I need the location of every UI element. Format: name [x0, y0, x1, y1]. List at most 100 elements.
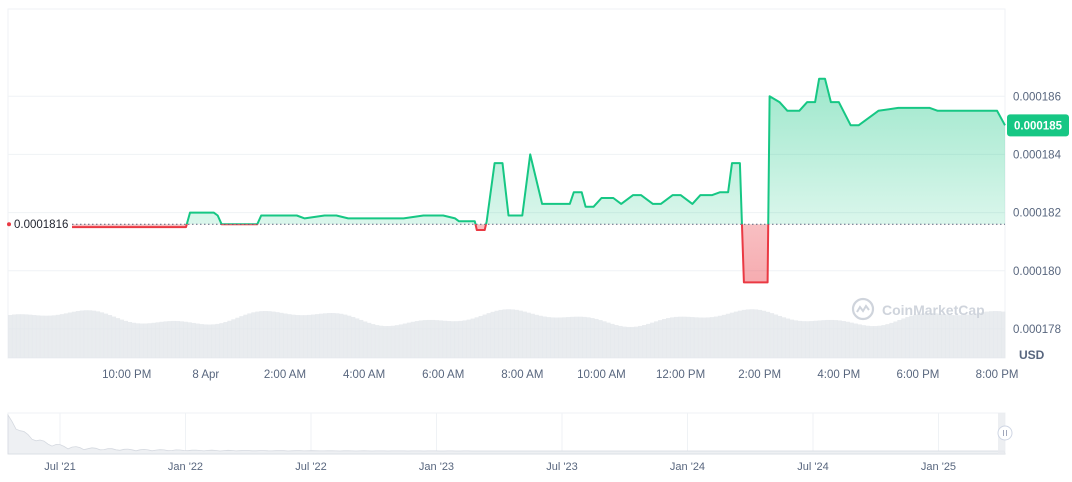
volume-bar [793, 320, 799, 358]
volume-bar [502, 309, 507, 358]
volume-bar [586, 317, 591, 358]
volume-bar [701, 317, 707, 358]
volume-bar [554, 317, 559, 358]
volume-bar [797, 320, 803, 358]
volume-bar [27, 314, 33, 358]
volume-bar [350, 316, 356, 358]
volume-bar [741, 309, 747, 358]
volume-bar [382, 326, 388, 358]
volume-bar [570, 316, 575, 358]
volume-bar [889, 322, 894, 358]
volume-bar [566, 317, 571, 358]
volume-bar [335, 313, 340, 358]
volume-bar [929, 313, 934, 358]
x-tick-label: 8:00 AM [501, 369, 543, 381]
volume-bar [905, 317, 910, 358]
volume-bar [693, 317, 699, 358]
volume-bar [111, 316, 117, 358]
volume-bar [339, 313, 344, 358]
y-tick-label: 0.000184 [1013, 149, 1062, 161]
x-tick-label: 2:00 PM [738, 369, 781, 381]
volume-bar [251, 312, 256, 358]
volume-bar [231, 319, 236, 358]
volume-bar [450, 321, 456, 358]
volume-bar [287, 314, 292, 358]
volume-bar [901, 318, 906, 358]
volume-bar [837, 320, 842, 358]
navigator-handle[interactable] [997, 425, 1013, 441]
x-tick-label: 4:00 PM [817, 369, 860, 381]
volume-bar [654, 321, 659, 358]
volume-bar [773, 314, 779, 358]
volume-bar [965, 314, 970, 358]
volume-bar [75, 311, 81, 358]
volume-bar [833, 320, 838, 358]
volume-bar [327, 313, 332, 358]
volume-bar [35, 315, 41, 358]
volume-bar [582, 316, 587, 358]
volume-bar [817, 320, 822, 358]
volume-bar [921, 313, 926, 358]
volume-bar [658, 320, 663, 358]
volume-bar [646, 323, 651, 358]
volume-bar [985, 311, 990, 358]
volume-bar [295, 315, 300, 358]
volume-bar [705, 317, 711, 358]
volume-bar [223, 322, 228, 358]
volume-bar [953, 315, 958, 358]
volume-bar [945, 314, 950, 358]
volume-bar [841, 321, 846, 358]
volume-bar [51, 315, 57, 358]
volume-bar [781, 317, 787, 358]
volume-bar [319, 313, 324, 358]
volume-bar [466, 319, 472, 358]
volume-bar [454, 321, 460, 358]
volume-bar [745, 309, 751, 358]
volume-bar [961, 315, 966, 358]
volume-bar [43, 315, 49, 358]
price-line [67, 77, 1006, 284]
volume-bar [725, 313, 731, 358]
range-navigator[interactable]: Jul '21 Jan '22 Jul '22 Jan '23 Jul '23 Jan '… [7, 412, 1013, 473]
volume-bar [123, 320, 129, 358]
volume-bar [279, 312, 284, 358]
volume-bar [23, 314, 29, 358]
volume-bar [199, 324, 204, 358]
navigator-handle-knob[interactable] [997, 425, 1013, 441]
volume-bar [526, 312, 531, 358]
volume-bar [590, 318, 595, 358]
volume-bar [139, 323, 144, 358]
volume-bar [426, 319, 432, 358]
volume-bar [857, 324, 862, 358]
volume-bar [897, 319, 902, 358]
volume-bar [422, 320, 428, 358]
volume-bar [462, 320, 468, 358]
x-tick-label: 4:00 AM [343, 369, 385, 381]
price-area [67, 78, 1005, 283]
volume-bar [662, 318, 667, 358]
volume-bar [159, 321, 164, 358]
navigator-grid [59, 413, 939, 454]
navigator-tick-label: Jan '23 [419, 461, 454, 473]
volume-bar [634, 326, 639, 358]
volume-bar [55, 314, 61, 358]
volume-bar [626, 326, 631, 358]
volume-bar [87, 310, 93, 358]
volume-bar [757, 309, 763, 358]
volume-bar [418, 320, 424, 358]
volume-bar [171, 320, 176, 358]
volume-bar [315, 314, 320, 358]
volume-bar [386, 326, 392, 358]
volume-bar [510, 309, 515, 358]
volume-bar [993, 311, 998, 358]
volume-bar [885, 324, 890, 358]
x-tick-label: 8:00 PM [976, 369, 1019, 381]
volume-bar [275, 312, 280, 358]
volume-bar [650, 322, 655, 358]
volume-bar [1001, 311, 1006, 358]
volume-bar [849, 322, 854, 358]
volume-bar [937, 313, 942, 358]
volume-bar [430, 319, 436, 358]
